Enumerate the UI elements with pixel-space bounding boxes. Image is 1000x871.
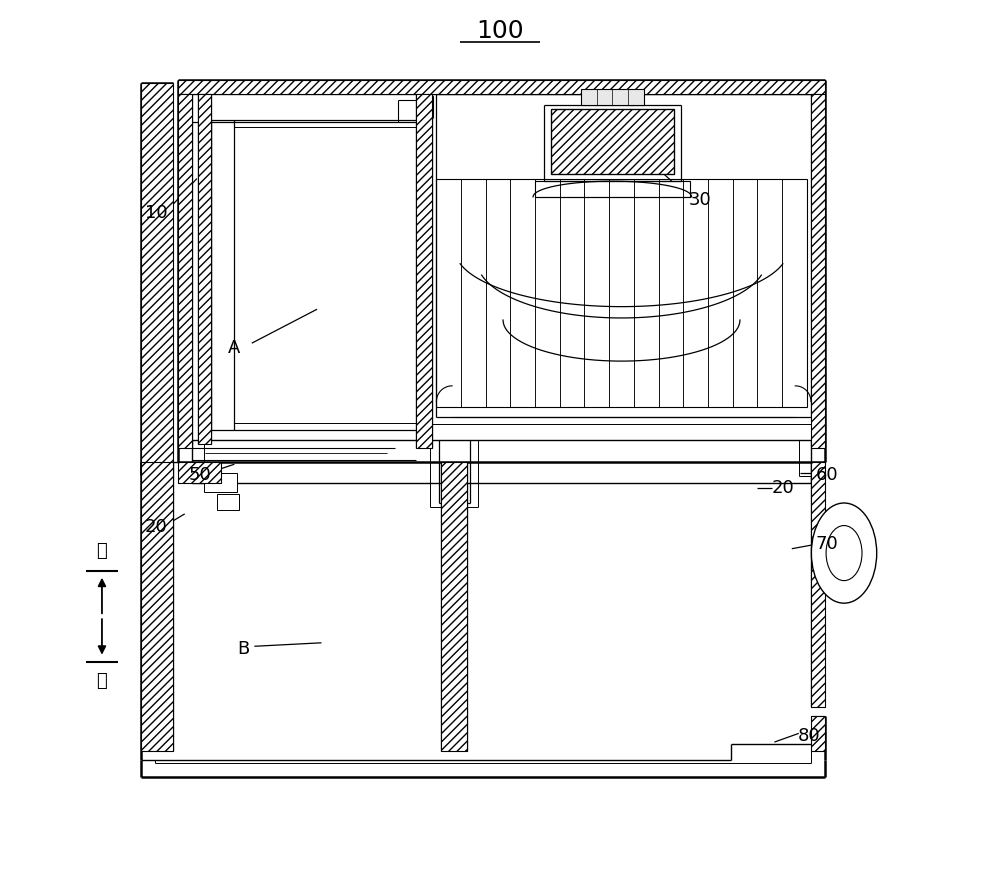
Bar xyxy=(198,94,211,444)
Bar xyxy=(178,94,192,448)
Bar xyxy=(811,462,825,707)
Bar xyxy=(535,181,690,197)
Ellipse shape xyxy=(826,525,862,581)
Text: 70: 70 xyxy=(815,536,838,553)
Ellipse shape xyxy=(811,503,877,604)
Text: 上: 上 xyxy=(97,543,107,560)
Text: A: A xyxy=(228,340,241,357)
Text: 80: 80 xyxy=(798,727,821,745)
Text: B: B xyxy=(237,640,249,658)
Bar xyxy=(204,473,237,492)
Bar xyxy=(581,89,644,105)
Bar xyxy=(178,80,825,94)
Text: 60: 60 xyxy=(815,466,838,483)
Text: 10: 10 xyxy=(145,205,167,222)
Bar xyxy=(416,94,432,448)
Text: 30: 30 xyxy=(689,192,712,209)
Polygon shape xyxy=(178,462,221,483)
Bar xyxy=(178,462,221,483)
Bar xyxy=(441,462,467,751)
Bar xyxy=(811,94,825,448)
Text: 20: 20 xyxy=(772,479,794,496)
Text: 100: 100 xyxy=(476,19,524,44)
Text: 50: 50 xyxy=(188,466,211,483)
Text: 20: 20 xyxy=(145,518,167,536)
Text: 下: 下 xyxy=(97,672,107,690)
Bar xyxy=(551,109,674,174)
Bar xyxy=(811,716,825,751)
Bar xyxy=(217,494,239,510)
Bar xyxy=(141,462,173,751)
Bar xyxy=(141,83,173,475)
